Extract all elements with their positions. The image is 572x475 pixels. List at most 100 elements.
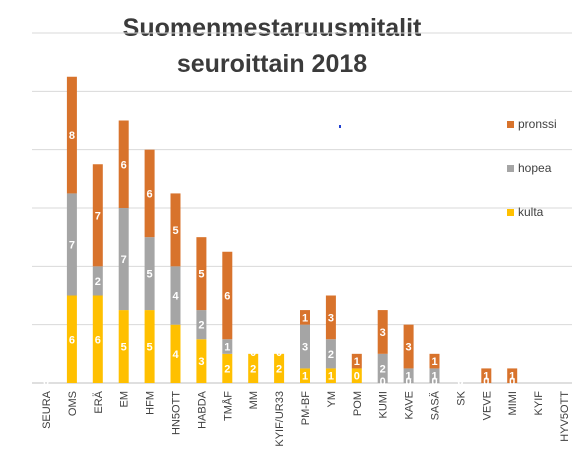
bar-pronssi — [66, 76, 77, 194]
bar-kulta — [170, 324, 181, 383]
data-label: 1 — [431, 356, 437, 368]
bar-pronssi — [222, 251, 233, 340]
bar-pronssi — [351, 353, 362, 369]
data-label: 3 — [406, 342, 412, 354]
bar-hopea — [300, 324, 310, 369]
stray-mark — [339, 125, 341, 128]
data-label: 1 — [431, 371, 437, 383]
data-label: 5 — [147, 342, 153, 354]
bar-pronssi — [196, 237, 207, 311]
data-label: 4 — [172, 349, 179, 361]
data-label: 3 — [302, 342, 308, 354]
data-label: 0 — [457, 376, 463, 388]
bar-pronssi — [429, 353, 440, 369]
x-tick-label: POM — [352, 391, 364, 416]
bars — [66, 76, 518, 383]
bar-kulta — [118, 310, 129, 383]
data-label: 6 — [69, 334, 75, 346]
data-label: 2 — [328, 349, 334, 361]
x-tick-label: SASÄ — [430, 390, 442, 420]
data-label: 2 — [224, 363, 230, 375]
data-label: 1 — [302, 312, 308, 324]
data-label: 5 — [198, 269, 204, 281]
bar-pronssi — [325, 295, 336, 340]
bar-hopea — [403, 368, 414, 383]
legend: pronssi hopea kulta — [507, 117, 557, 219]
x-tick-label: EM — [119, 391, 131, 408]
data-label: 3 — [380, 327, 386, 339]
bar-pronssi — [403, 324, 414, 369]
bar-hopea — [222, 339, 233, 354]
x-tick-label: HN5OTT — [171, 391, 183, 435]
data-label: 1 — [354, 356, 360, 368]
x-tick-label: PM-BF — [300, 391, 312, 426]
bar-hopea — [377, 353, 388, 383]
bar-pronssi — [377, 310, 388, 354]
data-label: 1 — [406, 371, 412, 383]
chart-title-line-2: seuroittain 2018 — [177, 50, 367, 78]
x-tick-label: OMS — [67, 391, 79, 416]
x-tick-label: SEURA — [41, 390, 53, 429]
data-label: 0 — [380, 376, 386, 388]
data-label: 1 — [224, 342, 230, 354]
data-label: 5 — [121, 342, 127, 354]
x-tick-label: MM — [248, 391, 260, 409]
data-label: 1 — [483, 371, 489, 383]
x-tick-label: TMÅF — [221, 391, 234, 421]
bar-pronssi — [92, 164, 103, 267]
data-label: 2 — [250, 363, 256, 375]
bar-pronssi — [118, 120, 129, 208]
data-label: 7 — [95, 210, 101, 222]
x-tick-label: KUMI — [378, 391, 390, 419]
data-label: 6 — [224, 291, 230, 303]
bar-kulta — [222, 353, 233, 383]
data-label: 6 — [147, 188, 153, 200]
bar-pronssi — [170, 193, 181, 267]
data-label: 6 — [95, 334, 101, 346]
bar-pronssi — [300, 310, 310, 325]
data-label: 0 — [431, 376, 437, 388]
legend-swatch-kulta — [507, 209, 514, 216]
bar-kulta — [66, 295, 77, 383]
data-label: 2 — [95, 276, 101, 288]
data-label: 0 — [43, 376, 49, 388]
x-tick-label: SK — [455, 390, 467, 405]
bar-hopea — [170, 266, 181, 325]
data-label: 8 — [69, 130, 75, 142]
chart-title-line-1: Suomenmestaruusmitalit — [123, 14, 422, 42]
data-label: 2 — [198, 320, 204, 332]
bar-pronssi — [481, 368, 492, 383]
data-label: 1 — [328, 371, 334, 383]
x-tick-label: HYV5OTT — [559, 391, 571, 442]
legend-label-hopea: hopea — [518, 161, 552, 175]
bar-kulta — [300, 368, 310, 383]
data-label: 0 — [276, 347, 282, 359]
bar-hopea — [144, 237, 155, 311]
bar-kulta — [196, 339, 207, 383]
legend-label-kulta: kulta — [518, 205, 544, 219]
data-label: 0 — [406, 376, 412, 388]
x-tick-label: HABDA — [196, 390, 208, 429]
bar-hopea — [196, 310, 207, 340]
data-label: 7 — [69, 239, 75, 251]
data-label: 0 — [250, 347, 256, 359]
data-label: 5 — [172, 225, 178, 237]
bar-hopea — [66, 193, 77, 296]
legend-swatch-pronssi — [507, 121, 514, 128]
x-tick-label: KYIF/UR33 — [274, 391, 286, 447]
bar-kulta — [274, 353, 285, 383]
data-label: 2 — [276, 363, 282, 375]
bar-kulta — [144, 310, 155, 383]
data-label: 2 — [380, 363, 386, 375]
bar-hopea — [118, 208, 129, 311]
data-label: 0 — [509, 376, 515, 388]
data-label: 1 — [509, 371, 515, 383]
x-tick-label: ERÄ — [93, 390, 105, 413]
data-label: 6 — [121, 159, 127, 171]
data-label: 0 — [354, 371, 360, 383]
x-axis-ticks: SEURA OMS ERÄ EM HFM HN5OTT HABDA TMÅF MM KYIF/UR… — [41, 390, 571, 446]
bar-hopea — [92, 266, 103, 296]
bar-pronssi — [507, 368, 518, 383]
